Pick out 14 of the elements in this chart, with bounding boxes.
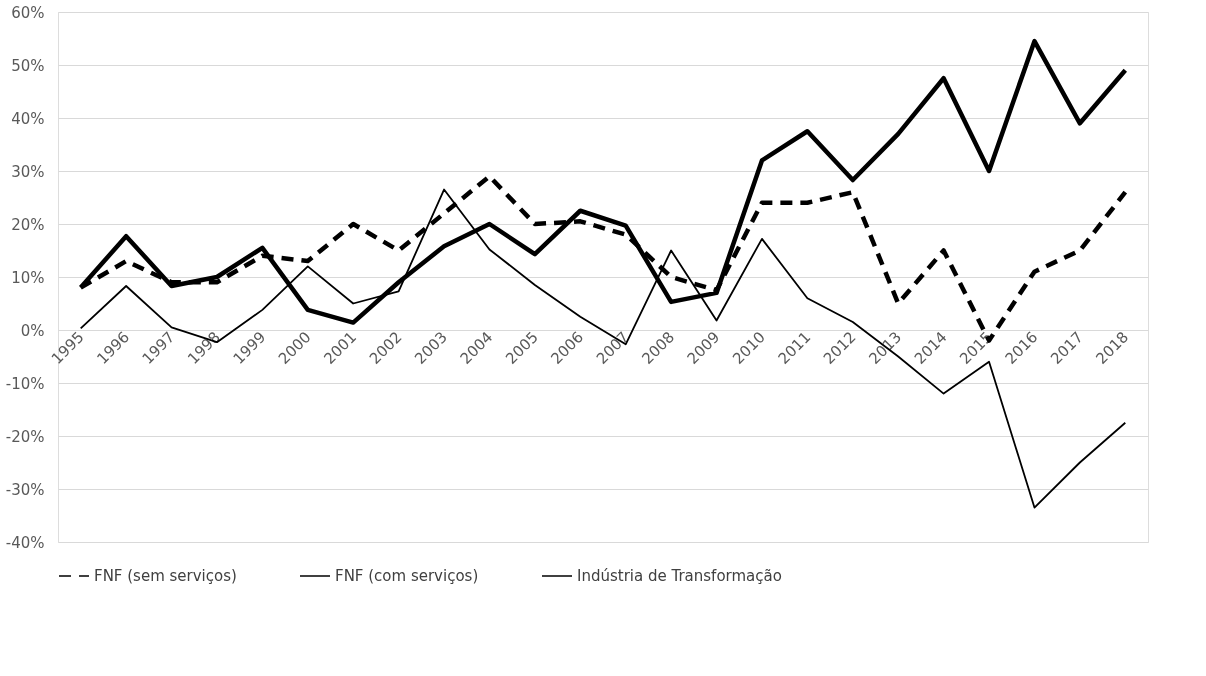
legend-label: FNF (sem serviços) xyxy=(94,567,237,585)
legend-label: Indústria de Transformação xyxy=(577,567,782,585)
y-tick-label: -20% xyxy=(5,427,45,446)
y-tick-label: 40% xyxy=(11,109,45,128)
y-tick-label: 20% xyxy=(11,215,45,234)
y-tick-label: -40% xyxy=(5,533,45,552)
y-tick-label: 30% xyxy=(11,162,45,181)
y-tick-label: -10% xyxy=(5,374,45,393)
y-tick-label: 60% xyxy=(11,3,45,22)
legend-label: FNF (com serviços) xyxy=(335,567,479,585)
y-tick-label: 50% xyxy=(11,56,45,75)
y-tick-label: -30% xyxy=(5,480,45,499)
y-tick-label: 0% xyxy=(20,321,45,340)
y-tick-label: 10% xyxy=(11,268,45,287)
